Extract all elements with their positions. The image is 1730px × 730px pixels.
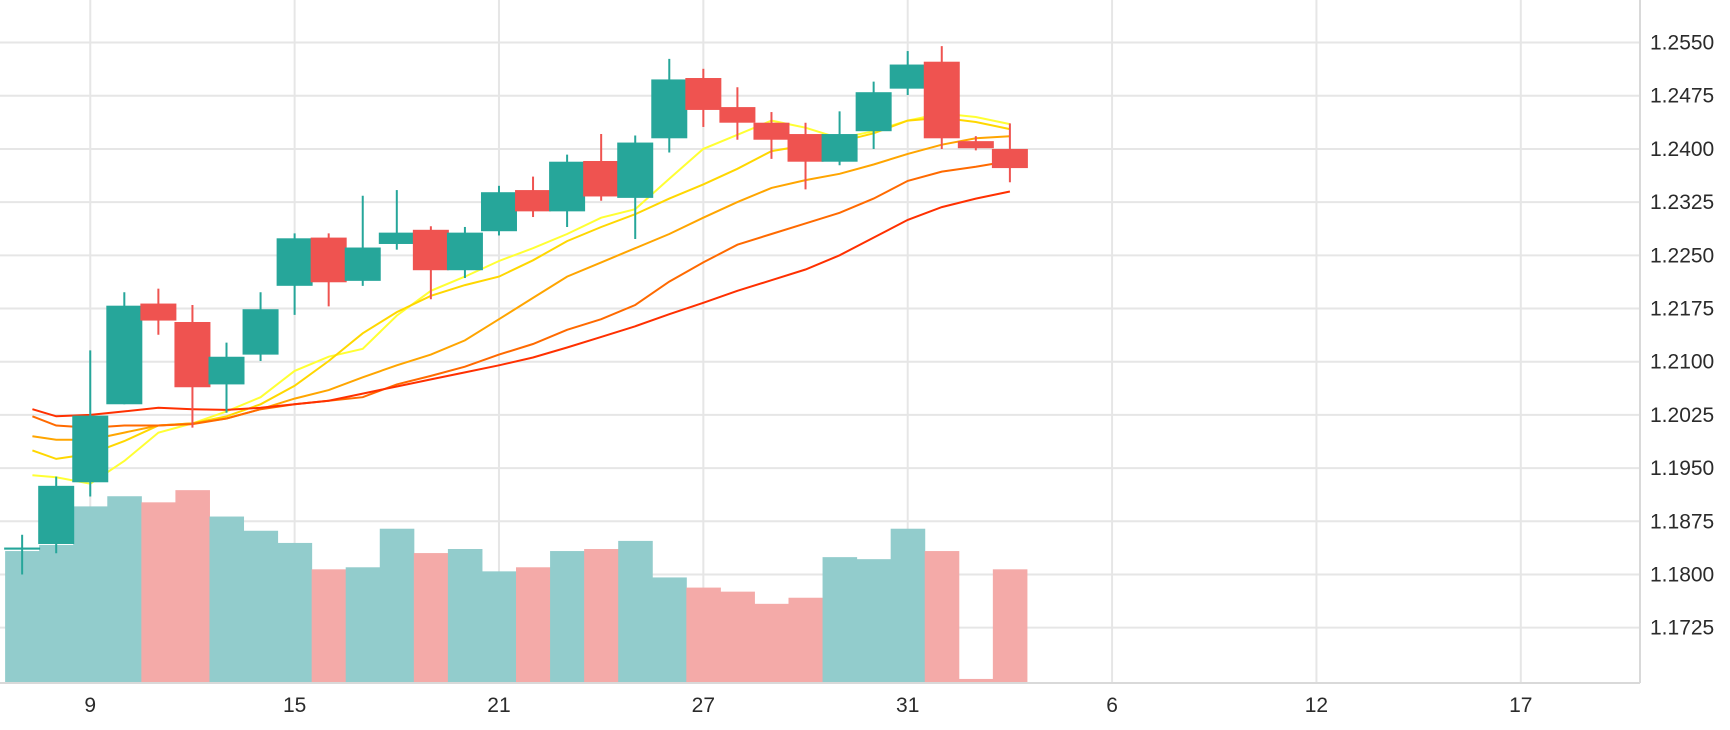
- x-tick-label: 12: [1305, 694, 1328, 717]
- volume-bar: [39, 544, 74, 683]
- volume-bar: [175, 490, 210, 683]
- candle-body: [651, 79, 688, 139]
- y-tick-label: 1.2400: [1650, 138, 1714, 161]
- volume-bar: [992, 569, 1028, 683]
- candle-body: [787, 134, 824, 162]
- y-tick-label: 1.2550: [1650, 32, 1714, 55]
- y-tick-label: 1.2475: [1650, 85, 1714, 108]
- volume-bar: [481, 571, 517, 683]
- volume-bar: [107, 496, 142, 683]
- candle-body: [276, 238, 313, 286]
- volume-bar: [788, 597, 824, 683]
- x-tick-label: 21: [487, 694, 510, 717]
- moving-average-lines: [32, 112, 1011, 485]
- volume-bar: [141, 502, 176, 683]
- y-tick-label: 1.1875: [1650, 510, 1714, 533]
- moving-average-line: [32, 112, 1011, 485]
- y-tick-label: 1.2325: [1650, 191, 1714, 214]
- candle-body: [174, 321, 211, 388]
- candle-body: [889, 64, 926, 89]
- candle-body: [617, 142, 654, 198]
- volume-bar: [447, 549, 483, 683]
- volume-bar: [754, 603, 789, 683]
- volume-bar: [856, 559, 892, 683]
- candle-body: [821, 134, 858, 162]
- candle-body: [140, 303, 177, 321]
- candle-body: [242, 309, 279, 355]
- candle-body: [549, 161, 586, 212]
- volume-bar: [73, 506, 108, 683]
- candle-body: [515, 190, 552, 212]
- candle-body: [106, 305, 143, 405]
- y-tick-label: 1.2250: [1650, 244, 1714, 267]
- candle-body: [957, 141, 994, 149]
- x-tick-label: 9: [84, 694, 96, 717]
- volume-bar: [618, 540, 653, 683]
- x-tick-label: 31: [896, 694, 919, 717]
- x-tick-label: 17: [1509, 694, 1532, 717]
- candle-body: [991, 148, 1028, 169]
- candles: [4, 46, 1028, 575]
- candle-body: [310, 237, 347, 283]
- volume-bars: [5, 490, 1028, 683]
- moving-average-line: [32, 190, 1011, 418]
- volume-bar: [516, 567, 551, 683]
- candle-body: [378, 232, 415, 244]
- y-tick-label: 1.2175: [1650, 298, 1714, 321]
- candle-body: [685, 78, 722, 110]
- volume-bar: [345, 567, 381, 683]
- volume-bar: [822, 557, 858, 683]
- candle-body: [480, 192, 517, 232]
- volume-bar: [311, 569, 347, 683]
- y-tick-label: 1.1725: [1650, 617, 1714, 640]
- y-tick-label: 1.1950: [1650, 457, 1714, 480]
- volume-bar: [584, 549, 619, 683]
- y-tick-label: 1.2025: [1650, 404, 1714, 427]
- candle-body: [719, 107, 756, 123]
- moving-average-line: [32, 135, 1010, 441]
- candle-body: [72, 415, 109, 483]
- moving-average-line: [32, 160, 1011, 429]
- volume-bar: [686, 587, 721, 683]
- volume-bar: [924, 551, 960, 683]
- volume-bar: [413, 553, 449, 683]
- volume-bar: [379, 528, 415, 683]
- candle-body: [344, 247, 381, 281]
- volume-bar: [890, 528, 926, 683]
- x-tick-label: 15: [283, 694, 306, 717]
- y-tick-label: 1.2100: [1650, 351, 1714, 374]
- candle-body: [855, 92, 892, 132]
- volume-bar: [243, 530, 279, 683]
- candle-body: [4, 547, 41, 550]
- y-tick-label: 1.1800: [1650, 563, 1714, 586]
- x-tick-label: 27: [692, 694, 715, 717]
- volume-bar: [550, 551, 585, 683]
- candle-body: [38, 485, 75, 544]
- volume-bar: [720, 591, 755, 683]
- candle-body: [923, 61, 960, 139]
- x-tick-label: 6: [1106, 694, 1118, 717]
- volume-bar: [209, 516, 245, 683]
- candle-body: [753, 122, 790, 140]
- candle-body: [446, 232, 483, 271]
- volume-bar: [652, 577, 687, 683]
- candle-body: [208, 356, 245, 385]
- volume-bar: [958, 678, 994, 683]
- candle-body: [412, 229, 449, 271]
- volume-bar: [277, 542, 313, 683]
- candle-body: [583, 160, 620, 197]
- axes: 1.2550 1.2475 1.2400 1.2325 1.2250 1.2175 1.21…: [0, 0, 1714, 717]
